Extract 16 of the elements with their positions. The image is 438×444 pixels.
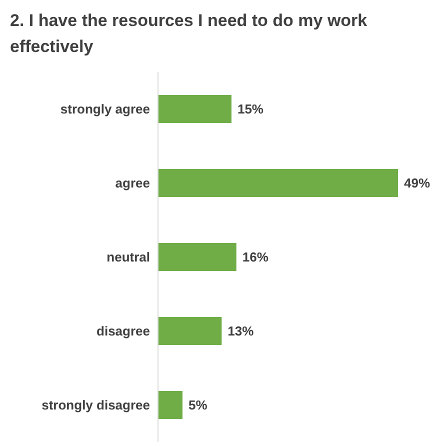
bar	[158, 316, 222, 345]
y-tick-label: neutral	[106, 250, 150, 265]
data-label: 16%	[242, 250, 269, 265]
bar	[158, 94, 232, 123]
data-label: 13%	[228, 324, 254, 339]
y-tick-label: agree	[115, 176, 150, 191]
y-tick-label: disagree	[96, 324, 150, 339]
chart-title: 2. I have the resources I need to do my work effectively	[10, 10, 368, 58]
bar	[158, 390, 182, 419]
y-tick-label: strongly agree	[60, 102, 150, 117]
data-label: 15%	[237, 102, 264, 117]
bar	[158, 168, 398, 197]
y-tick-label: strongly disagree	[42, 398, 150, 413]
data-label: 49%	[404, 176, 430, 191]
data-label: 5%	[188, 398, 208, 413]
bar	[158, 242, 236, 271]
